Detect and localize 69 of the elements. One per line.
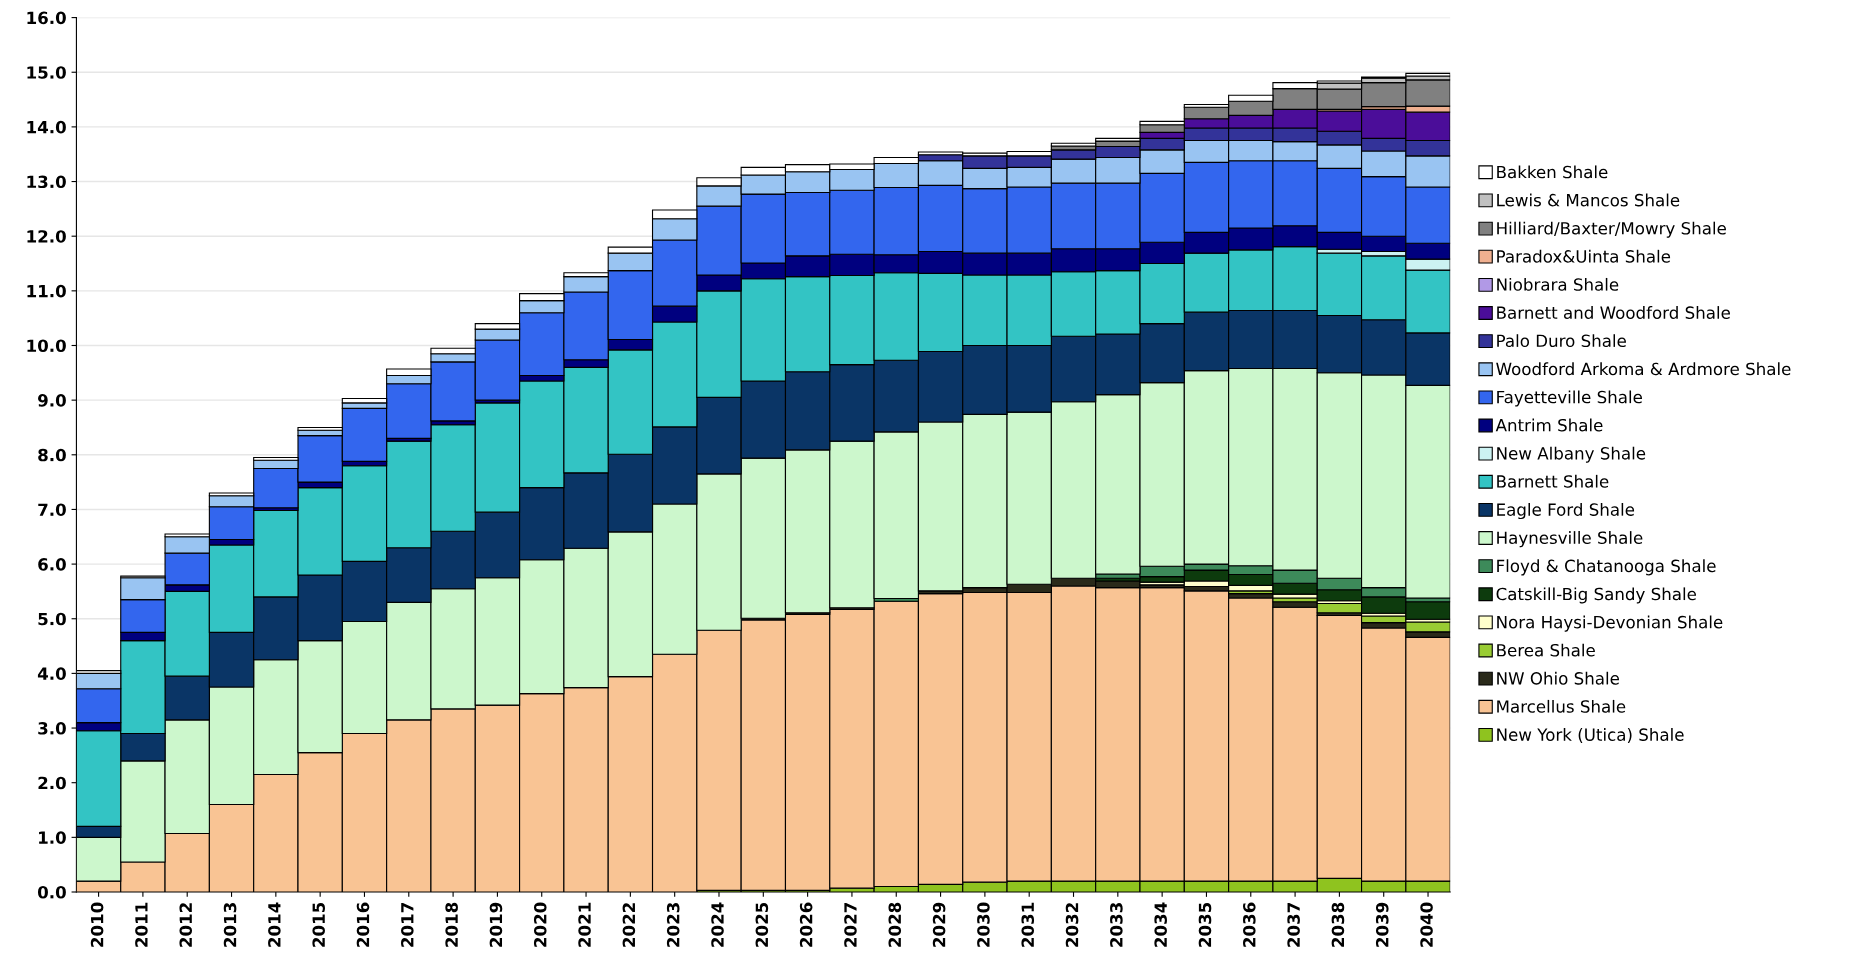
- x-tick-label: 2019: [489, 902, 503, 947]
- y-tick-label: 4.0: [37, 667, 66, 680]
- y-tick-label: 2.0: [38, 776, 66, 790]
- legend-label: New York (Utica) Shale: [1497, 728, 1684, 743]
- legend-label: Woodford Arkoma & Ardmore Shale: [1496, 362, 1791, 376]
- x-tick-label: 2029: [932, 902, 946, 947]
- x-tick-label: 2034: [1154, 902, 1167, 947]
- x-tick-label: 2020: [533, 902, 547, 947]
- x-tick-label: 2017: [401, 903, 414, 947]
- legend-label: Antrim Shale: [1495, 418, 1603, 432]
- x-tick-label: 2033: [1110, 903, 1123, 947]
- x-tick-label: 2026: [799, 902, 813, 947]
- y-tick-label: 16.0: [27, 11, 66, 25]
- y-tick-label: 6.0: [38, 558, 66, 571]
- x-tick-label: 2014: [268, 902, 281, 947]
- legend-label: Eagle Ford Shale: [1497, 502, 1635, 520]
- legend-label: Niobrara Shale: [1497, 277, 1619, 291]
- y-tick-label: 13.0: [27, 175, 66, 189]
- legend-label: Barnett Shale: [1497, 474, 1609, 488]
- x-tick-label: 2015: [312, 902, 325, 947]
- x-tick-label: 2036: [1243, 902, 1256, 947]
- y-tick-label: 11.0: [27, 284, 66, 298]
- y-tick-label: 7.0: [38, 503, 66, 517]
- legend-label: Marcellus Shale: [1497, 699, 1626, 713]
- legend-label: Paradox&Uinta Shale: [1497, 249, 1671, 263]
- legend-label: Nora Haysi-Devonian Shale: [1497, 615, 1723, 632]
- x-tick-label: 2012: [179, 903, 193, 947]
- x-tick-label: 2037: [1287, 903, 1300, 947]
- x-tick-label: 2011: [135, 902, 148, 947]
- x-tick-label: 2031: [1021, 902, 1035, 947]
- legend-label: Floyd & Chatanooga Shale: [1497, 559, 1716, 576]
- legend-label: Bakken Shale: [1497, 165, 1608, 179]
- y-tick-label: 8.0: [38, 448, 66, 462]
- x-tick-label: 2021: [578, 902, 591, 947]
- y-tick-label: 10.0: [27, 339, 66, 353]
- x-tick-label: 2016: [356, 902, 370, 947]
- x-tick-label: 2027: [844, 903, 857, 947]
- legend-label: Catskill-Big Sandy Shale: [1496, 587, 1697, 604]
- y-tick-label: 1.0: [39, 831, 66, 844]
- legend-label: Berea Shale: [1497, 643, 1595, 657]
- legend-label: Barnett and Woodford Shale: [1497, 306, 1730, 319]
- x-tick-label: 2023: [666, 903, 680, 947]
- legend-label: New Albany Shale: [1497, 446, 1646, 463]
- x-tick-label: 2030: [977, 902, 990, 947]
- y-tick-label: 15.0: [27, 66, 66, 79]
- x-tick-label: 2013: [223, 903, 237, 947]
- x-tick-label: 2032: [1065, 903, 1079, 947]
- legend-label: Fayetteville Shale: [1497, 390, 1642, 407]
- x-tick-label: 2035: [1198, 902, 1212, 947]
- x-tick-label: 2039: [1375, 902, 1389, 947]
- legend-label: Haynesville Shale: [1497, 531, 1643, 548]
- x-tick-label: 2028: [888, 902, 902, 947]
- legend-label: Lewis & Mancos Shale: [1497, 193, 1680, 207]
- legend-label: Palo Duro Shale: [1497, 334, 1626, 348]
- y-tick-label: 9.0: [38, 394, 66, 407]
- x-tick-label: 2018: [445, 902, 458, 947]
- x-tick-label: 2040: [1420, 902, 1433, 947]
- x-tick-label: 2010: [90, 902, 104, 947]
- x-tick-label: 2024: [711, 902, 724, 947]
- x-tick-label: 2025: [755, 902, 769, 947]
- x-tick-label: 2022: [622, 903, 636, 947]
- y-tick-label: 5.0: [38, 612, 66, 626]
- y-tick-label: 3.0: [38, 722, 66, 735]
- y-tick-label: 12.0: [27, 230, 66, 243]
- legend-label: NW Ohio Shale: [1497, 671, 1619, 685]
- y-tick-label: 14.0: [27, 120, 66, 134]
- y-tick-label: 0.0: [37, 885, 66, 899]
- x-tick-label: 2038: [1331, 902, 1345, 947]
- legend-label: Hilliard/Baxter/Mowry Shale: [1497, 221, 1726, 238]
